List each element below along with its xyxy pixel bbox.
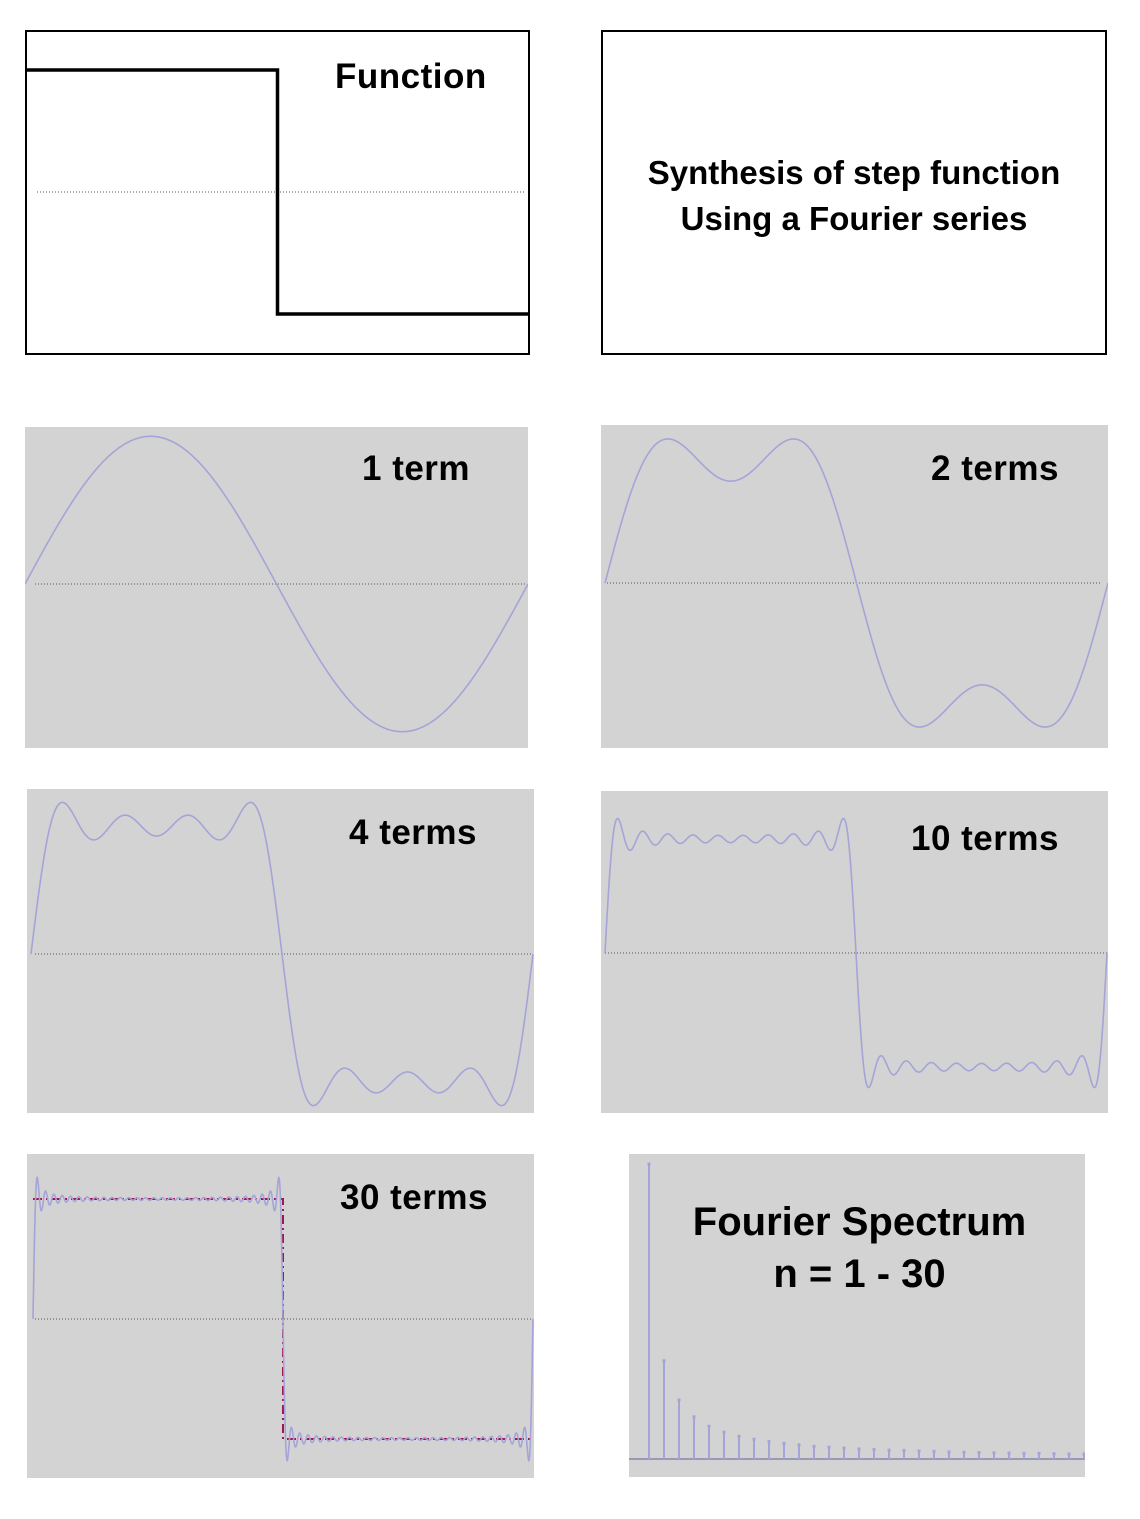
panel-4-terms: 4 terms <box>27 789 534 1113</box>
panel-2-terms: 2 terms <box>601 425 1108 748</box>
plot-1-term <box>25 435 528 733</box>
function-panel: Function <box>25 30 530 355</box>
caption-panel: Synthesis of step function Using a Fouri… <box>601 30 1107 355</box>
spectrum-plot <box>629 1162 1085 1460</box>
spectrum-bar-tip-28 <box>1052 1452 1056 1456</box>
spectrum-bar-tip-25 <box>1007 1451 1011 1455</box>
plot-10-terms <box>604 817 1108 1089</box>
spectrum-bar-tip-5 <box>707 1424 711 1428</box>
spectrum-bar-tip-17 <box>887 1448 891 1452</box>
spectrum-bar-tip-19 <box>917 1449 921 1453</box>
spectrum-bar-tip-20 <box>932 1449 936 1453</box>
spectrum-bar-tip-16 <box>872 1448 876 1452</box>
spectrum-bar-tip-10 <box>782 1441 786 1445</box>
spectrum-title-line-1: Fourier Spectrum <box>692 1200 1027 1244</box>
spectrum-bar-tip-2 <box>662 1359 666 1363</box>
spectrum-bar-tip-1 <box>647 1162 651 1166</box>
spectrum-bar-tip-18 <box>902 1448 906 1452</box>
label-10-terms: 10 terms <box>911 819 1059 858</box>
spectrum-bar-tip-4 <box>692 1415 696 1419</box>
caption-line-2: Using a Fourier series <box>680 200 1028 237</box>
spectrum-bar-tip-30 <box>1082 1452 1085 1456</box>
plot-30-terms <box>32 1176 534 1462</box>
spectrum-title-line-2: n = 1 - 30 <box>773 1252 946 1296</box>
spectrum-bar-tip-27 <box>1037 1451 1041 1455</box>
caption-line-1: Synthesis of step function <box>647 154 1061 191</box>
panel-30-terms: 30 terms <box>27 1154 534 1478</box>
spectrum-bar-tip-7 <box>737 1434 741 1438</box>
label-2-terms: 2 terms <box>931 449 1060 488</box>
spectrum-bar-tip-23 <box>977 1451 981 1455</box>
spectrum-bar-tip-6 <box>722 1430 726 1434</box>
spectrum-bar-tip-3 <box>677 1398 681 1402</box>
fourier-series-curve <box>604 817 1108 1089</box>
spectrum-bar-tip-24 <box>992 1451 996 1455</box>
spectrum-bar-tip-11 <box>797 1443 801 1447</box>
caption-text: Synthesis of step function Using a Fouri… <box>603 150 1105 242</box>
spectrum-bar-tip-14 <box>842 1446 846 1450</box>
spectrum-bar-tip-29 <box>1067 1452 1071 1456</box>
spectrum-bar-tip-8 <box>752 1437 756 1441</box>
spectrum-bar-tip-26 <box>1022 1451 1026 1455</box>
spectrum-bar-tip-12 <box>812 1444 816 1448</box>
label-30-terms: 30 terms <box>340 1178 488 1217</box>
fourier-series-curve <box>32 1176 534 1462</box>
fourier-series-curve <box>30 801 534 1107</box>
spectrum-bar-tip-9 <box>767 1440 771 1444</box>
function-label: Function <box>335 57 487 96</box>
panel-1-term: 1 term <box>25 427 528 748</box>
plot-4-terms <box>30 801 534 1107</box>
spectrum-bar-tip-15 <box>857 1447 861 1451</box>
spectrum-title: Fourier Spectrum n = 1 - 30 <box>634 1196 1085 1300</box>
label-4-terms: 4 terms <box>349 813 478 852</box>
panel-10-terms: 10 terms <box>601 791 1108 1113</box>
fourier-series-curve <box>604 438 1108 728</box>
plot-2-terms <box>604 438 1108 728</box>
function-plot <box>27 68 528 316</box>
spectrum-bar-tip-22 <box>962 1450 966 1454</box>
label-1-term: 1 term <box>362 449 471 488</box>
spectrum-panel: Fourier Spectrum n = 1 - 30 <box>629 1154 1085 1477</box>
fourier-series-curve <box>25 435 528 733</box>
spectrum-bar-tip-13 <box>827 1445 831 1449</box>
step-function-line <box>27 68 528 316</box>
spectrum-bar-tip-21 <box>947 1450 951 1454</box>
